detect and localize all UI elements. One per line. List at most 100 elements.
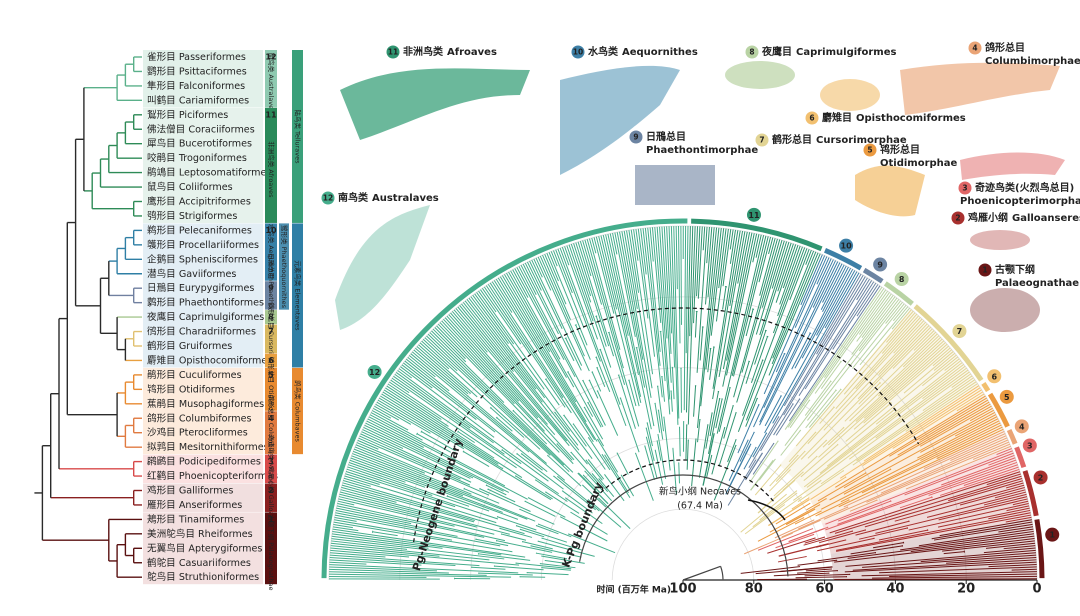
group-name: 水鸟类 Aequornithes [267,224,276,289]
backbone-branch [577,472,609,505]
tree-tip-branch [938,498,1028,521]
tree-tip-branch [706,226,710,264]
label-cn: 鸡雁小纲 [967,211,1008,224]
tree-tip-branch [421,340,541,450]
tree-branch [575,324,591,360]
label-cn: 麝雉目 [822,111,852,124]
group-number: 7 [268,327,274,336]
tree-branch [805,568,832,572]
tree-tip-branch [718,228,727,289]
tree-tip-branch [550,251,558,267]
label-en: Galloanseres [1012,213,1080,224]
tree-tip-branch [771,241,788,289]
clade-marker-number: 11 [748,211,760,220]
tree-branch [618,374,636,429]
tree-branch [628,380,637,407]
clade-marker [367,364,382,379]
tree-tip-branch [557,248,601,362]
tree-tip-branch [654,227,671,415]
tree-tip-branch [337,503,506,542]
group-bar [265,454,277,484]
tree-branch [654,403,661,433]
tree-tip-branch [455,308,568,442]
label-marker [968,41,982,55]
tree-branch [645,437,658,479]
tree-tip-branch [863,343,948,419]
tree-branch [568,533,616,554]
tree-tip-branch [600,235,642,404]
tree-tip-branch [759,262,841,426]
tree-branch [718,412,737,467]
tree-tip-branch [437,323,515,405]
tree-branch [463,488,500,504]
tree-branch [463,451,490,467]
tree-tip-branch [983,547,1036,554]
tree-arc [780,464,782,466]
tree-tip-branch [764,270,856,434]
tree-branch [757,517,804,542]
tree-branch [475,538,509,547]
tree-tip-branch [408,355,436,378]
tree-tip-branch [988,509,1031,520]
tree-tip-branch [407,356,450,392]
label-marker [863,143,877,157]
tree-branch [538,540,595,557]
tree-tip-branch [718,231,746,378]
tree-tip-branch [355,444,426,474]
tree-tip-branch [656,226,671,400]
tree-tip-branch [710,228,725,336]
tree-arc [587,401,589,404]
tree-tip-branch [837,459,1017,525]
tree-branch [767,537,816,554]
tree-tip-branch [913,330,935,351]
tree-branch [752,432,767,458]
tree-tip-branch [410,353,530,453]
tree-tip-branch [371,410,409,431]
tree-tip-branch [334,519,453,541]
tree-tip-branch [905,445,1011,490]
tree-tip-branch [356,442,432,475]
tree-tip-branch [689,226,694,337]
backbone-arc [720,566,724,580]
tree-arc [416,432,418,435]
clade-marker-number: 6 [991,372,997,381]
order-label: 美洲鸵鸟目 Rheiformes [147,528,253,540]
tree-tip-branch [932,349,953,367]
tree-tip-branch [478,290,560,406]
tree-tip-branch [518,266,604,428]
tree-tip-branch [344,475,497,524]
tree-tip-branch [716,235,765,434]
tree-tip-branch [472,294,509,345]
bird-illustration [340,68,530,140]
tree-branch [587,402,602,428]
tree-branch [858,527,908,540]
bird-illustration [335,205,430,330]
tree-tip-branch [803,363,965,488]
group-bar [265,281,277,310]
tree-tip-branch [892,391,984,449]
order-label: 佛法僧目 Coraciiformes [147,123,255,135]
tree-tip-branch [825,450,1013,525]
label-marker-number: 4 [972,44,977,53]
tree-tip-branch [843,312,916,395]
tree-tip-branch [853,345,950,430]
tree-branch [671,367,675,400]
tree-branch [837,500,891,522]
backbone-arc [579,474,789,577]
tree-tip-branch [1012,500,1029,506]
tree-branch [656,440,662,461]
tree-tip-branch [616,232,655,427]
grid-arc [541,438,825,581]
tree-tip-branch [506,272,567,378]
tree-tip-branch [835,512,1031,551]
bird-illustrations [335,61,1065,332]
tree-tip-branch [357,439,379,450]
tree-branch [715,398,723,429]
clade-marker-number: 12 [369,368,380,377]
tree-tip-branch [1005,516,1032,523]
tree-branch [501,449,522,465]
group-bar [292,50,303,223]
tree-branch [486,484,507,496]
tree-tip-branch [468,297,546,399]
tree-tip-branch [939,519,1032,537]
